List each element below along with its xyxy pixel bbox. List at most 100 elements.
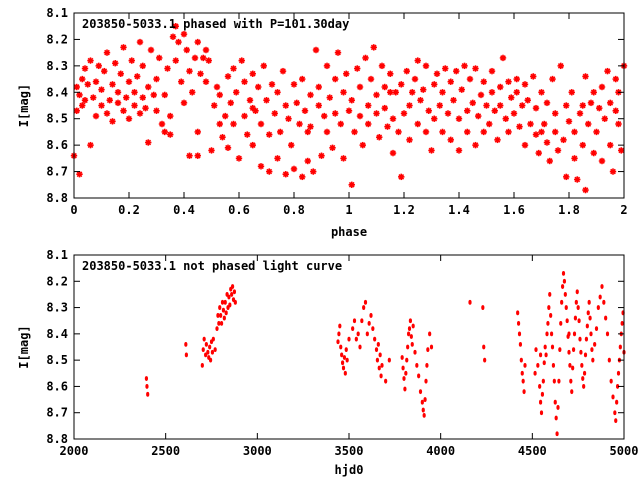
phased-data-point	[172, 23, 179, 30]
unphased-data-point	[362, 305, 366, 310]
unphased-data-point	[549, 313, 553, 318]
unphased-data-point	[347, 336, 351, 342]
unphased-data-point	[351, 326, 355, 331]
unphased-data-point	[409, 334, 413, 339]
unphased-data-point	[567, 331, 571, 337]
phased-data-point	[109, 118, 116, 125]
phased-data-point	[145, 139, 152, 146]
phased-data-point	[425, 107, 432, 114]
phased-data-point	[147, 46, 155, 54]
unphased-data-point	[340, 360, 345, 366]
phased-data-point	[455, 115, 463, 122]
unphased-data-point	[594, 326, 599, 331]
phased-data-point	[398, 173, 405, 181]
unphased-data-point	[596, 305, 600, 310]
unphased-data-point	[607, 357, 611, 363]
phased-data-point	[365, 102, 372, 109]
phased-data-point	[208, 147, 215, 154]
phased-data-point	[392, 89, 399, 96]
phased-data-point	[73, 83, 80, 91]
unphased-data-point	[565, 318, 569, 324]
unphased-data-point	[615, 399, 619, 405]
phased-data-point	[114, 89, 122, 96]
phased-data-point	[365, 120, 372, 128]
phased-ytick-label: 8.2	[46, 32, 68, 46]
phased-data-point	[312, 46, 320, 54]
phased-title: 203850-5033.1 phased with P=101.30day	[82, 17, 349, 31]
phased-data-point	[376, 134, 383, 141]
unphased-data-point	[206, 349, 210, 355]
unphased-data-point	[517, 331, 522, 337]
phased-data-point	[565, 118, 573, 125]
phased-data-point	[81, 97, 89, 104]
phased-data-point	[164, 65, 171, 72]
phased-data-point	[277, 128, 284, 136]
phased-data-point	[464, 128, 471, 136]
unphased-data-point	[221, 307, 226, 313]
unphased-data-point	[220, 299, 225, 305]
unphased-data-point	[405, 357, 409, 363]
phased-data-point	[131, 102, 138, 109]
phased-data-point	[202, 46, 210, 54]
phased-data-point	[439, 128, 446, 136]
phased-marks	[70, 23, 628, 194]
phased-data-point	[381, 104, 388, 112]
unphased-data-point	[588, 315, 592, 321]
unphased-data-point	[571, 365, 575, 371]
phased-data-point	[596, 104, 603, 112]
unphased-data-point	[210, 349, 215, 355]
phased-data-point	[224, 144, 232, 151]
phased-data-point	[598, 83, 606, 91]
phased-data-point	[76, 171, 83, 178]
phased-data-point	[191, 54, 199, 62]
phased-xtick-label: 1.8	[558, 203, 580, 217]
unphased-data-point	[581, 376, 585, 381]
unphased-data-point	[367, 320, 371, 326]
phased-data-point	[340, 155, 347, 162]
unphased-data-point	[403, 386, 407, 392]
unphased-ytick-label: 8.5	[46, 353, 68, 367]
phased-xtick-label: 0.4	[173, 203, 195, 217]
unphased-data-point	[604, 315, 608, 321]
phased-data-point	[186, 67, 193, 75]
phased-data-point	[527, 120, 534, 128]
unphased-ticks: 2000 2500 3000 3500 4000 4500 5000 8.1 8.2 8.3 8.4…	[46, 248, 638, 458]
unphased-data-point	[411, 323, 415, 329]
phased-data-point	[84, 81, 91, 88]
unphased-data-point	[219, 320, 224, 326]
unphased-data-point	[422, 412, 426, 418]
unphased-data-point	[561, 271, 566, 276]
unphased-data-point	[546, 320, 550, 326]
unphased-data-point	[544, 352, 548, 358]
unphased-data-point	[365, 331, 369, 337]
phased-data-point	[340, 89, 347, 96]
phased-data-point	[466, 75, 474, 83]
phased-data-point	[92, 112, 100, 120]
phased-data-point	[579, 141, 586, 149]
unphased-data-point	[556, 405, 560, 410]
unphased-xlabel: hjd0	[335, 463, 364, 477]
unphased-marks	[144, 271, 626, 437]
unphased-xtick-label: 3000	[243, 444, 272, 458]
phased-ytick-label: 8.6	[46, 138, 68, 152]
unphased-data-point	[228, 302, 232, 308]
phased-data-point	[563, 173, 570, 181]
phased-data-point	[290, 165, 298, 173]
phased-data-point	[552, 128, 559, 136]
unphased-data-point	[568, 363, 572, 368]
unphased-data-point	[428, 331, 432, 337]
unphased-data-point	[572, 331, 577, 337]
phased-data-point	[180, 99, 188, 107]
phased-data-point	[117, 70, 124, 77]
phased-xlabel: phase	[331, 225, 367, 239]
unphased-data-point	[408, 318, 413, 324]
phased-data-point	[180, 30, 188, 38]
unphased-data-point	[376, 341, 380, 347]
phased-xtick-label: 1.4	[448, 203, 470, 217]
phased-xtick-label: 1.6	[503, 203, 525, 217]
phased-data-point	[351, 128, 358, 136]
unphased-data-point	[575, 289, 579, 295]
phased-data-point	[274, 155, 281, 162]
unphased-data-point	[553, 399, 557, 405]
phased-data-point	[255, 83, 262, 91]
